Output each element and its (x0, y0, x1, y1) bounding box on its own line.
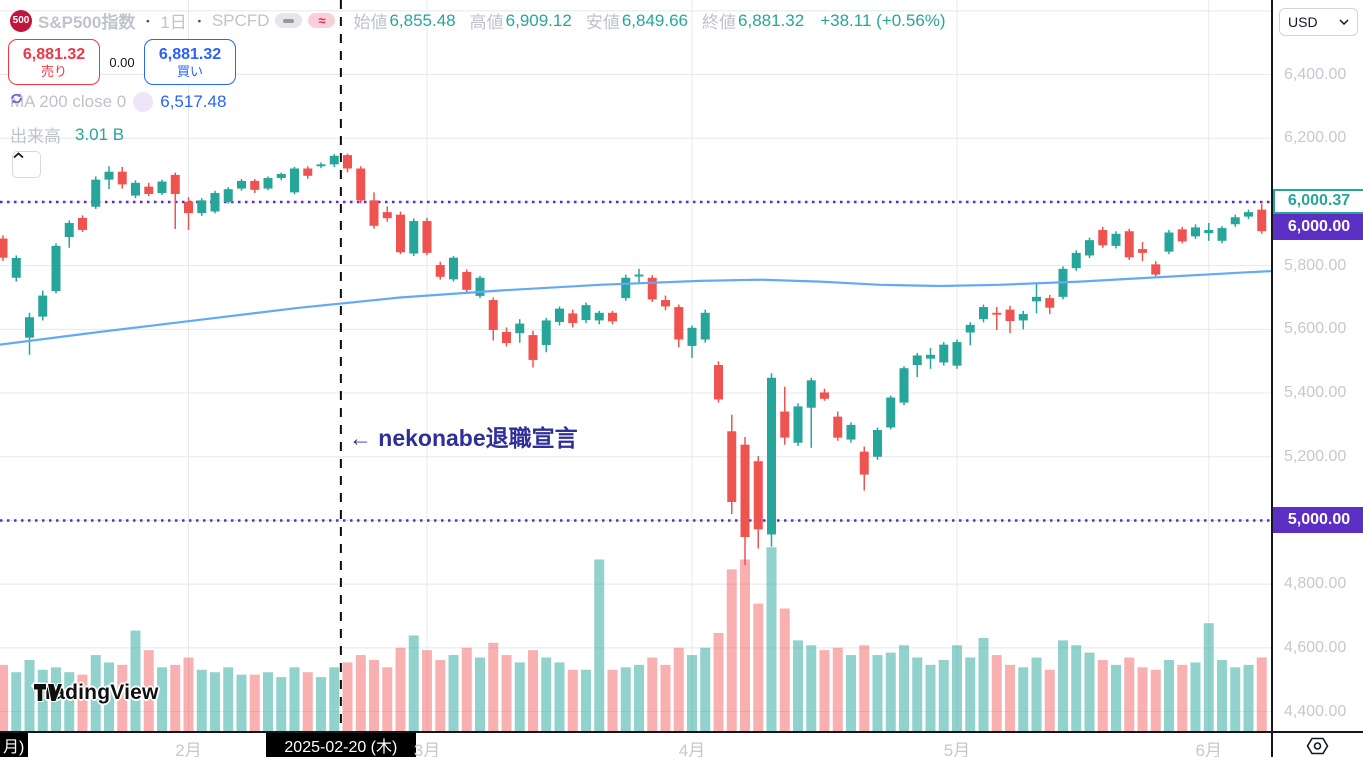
time-tick-label: 4月 (678, 741, 706, 757)
buy-label: 買い (176, 63, 203, 79)
open-value: 6,855.48 (389, 10, 456, 30)
vline-date-label: 2025-02-20 (木) (265, 733, 416, 757)
price-tick-label: 5,600.00 (1284, 320, 1347, 338)
left-edge-date-label: 月) (0, 733, 28, 757)
low-value: 6,849.66 (621, 10, 689, 30)
chevron-down-icon (1339, 19, 1349, 25)
axis-corner-separator (1271, 733, 1273, 757)
volume-value: 3.01 B (75, 124, 125, 144)
symbol-logo: 500 (10, 9, 32, 32)
price-tick-label: 5,400.00 (1284, 384, 1347, 402)
time-tick-label: 2月 (175, 741, 202, 757)
symbol-legend: 500 S&P500指数 ・ 1日 ・ SPCFD ≈ 始値 6,855.48 高… (10, 8, 946, 33)
ma-indicator-legend[interactable]: MA 200 close 0 6,517.48 (10, 92, 226, 112)
ohlc-readout: 始値 6,855.48 高値 6,909.12 安値 6,849.66 終値 6,881… (353, 8, 945, 33)
text-annotation[interactable]: ← nekonabe退職宣言 (348, 425, 578, 451)
currency-value: USD (1288, 14, 1318, 30)
sell-price: 6,881.32 (22, 45, 86, 63)
low-label: 安値 (585, 13, 620, 32)
last-price-label: 6,000.37 (1273, 188, 1363, 214)
drawing-price-label: 6,000.00 (1273, 214, 1363, 241)
currency-selector[interactable]: USD (1279, 8, 1358, 36)
delay-badge-icon[interactable]: ≈ (308, 13, 336, 28)
refresh-icon[interactable] (11, 92, 154, 112)
watermark-text: TradingView (33, 681, 159, 704)
price-tick-label: 5,200.00 (1284, 447, 1347, 465)
candlestick-chart (0, 0, 1271, 731)
open-label: 始値 (353, 13, 388, 32)
price-tick-label: 4,800.00 (1284, 575, 1347, 593)
price-tick-label: 4,400.00 (1284, 702, 1347, 720)
buy-price: 6,881.32 (158, 45, 222, 63)
tradingview-logo-icon (33, 683, 62, 702)
collapse-legend-button[interactable] (12, 151, 41, 178)
volume-label: 出来高 (10, 127, 61, 146)
instrument-hexagon-icon[interactable] (1306, 737, 1329, 757)
price-tick-label: 6,400.00 (1284, 65, 1347, 83)
price-tick-label: 5,800.00 (1284, 256, 1347, 274)
close-value: 6,881.32 (738, 10, 805, 30)
volume-indicator-legend[interactable]: 出来高 3.01 B (10, 122, 124, 147)
sell-label: 売り (40, 63, 67, 79)
trade-panel: 6,881.32 売り 0.00 6,881.32 買い (8, 39, 236, 85)
time-tick-label: 3月 (413, 741, 441, 757)
chart-pane[interactable]: 500 S&P500指数 ・ 1日 ・ SPCFD ≈ 始値 6,855.48 高… (0, 0, 1271, 731)
tradingview-watermark: TradingView (33, 681, 159, 705)
change-value: +38.11 (+0.56%) (820, 10, 946, 30)
time-tick-label: 5月 (943, 741, 971, 757)
exchange-label: SPCFD (211, 10, 270, 30)
ma-label: MA 200 close 0 (10, 92, 127, 111)
chevron-up-icon (13, 152, 24, 159)
time-tick-label: 6月 (1195, 741, 1222, 757)
close-label: 終値 (702, 13, 737, 32)
high-label: 高値 (469, 13, 504, 32)
drawing-price-label: 5,000.00 (1273, 507, 1363, 534)
provider-toggle-icon[interactable] (275, 13, 303, 28)
spread-value: 0.00 (109, 54, 135, 70)
high-value: 6,909.12 (505, 10, 572, 30)
separator-dot: ・ (192, 14, 206, 29)
price-axis[interactable]: USD 6,400.00 6,200.00 5,800.00 5,600.00 5,40… (1271, 0, 1363, 731)
symbol-title[interactable]: S&P500指数 (38, 13, 136, 32)
price-tick-label: 4,600.00 (1284, 638, 1347, 656)
buy-button[interactable]: 6,881.32 買い (144, 39, 236, 85)
separator-dot: ・ (141, 14, 155, 29)
time-axis[interactable]: 月) 2025-02-20 (木) 2月 3月 4月 5月 6月 (0, 731, 1363, 757)
sell-button[interactable]: 6,881.32 売り (8, 39, 100, 85)
ma-value: 6,517.48 (160, 92, 227, 111)
price-tick-label: 6,200.00 (1284, 129, 1347, 147)
interval-label[interactable]: 1日 (160, 13, 187, 32)
